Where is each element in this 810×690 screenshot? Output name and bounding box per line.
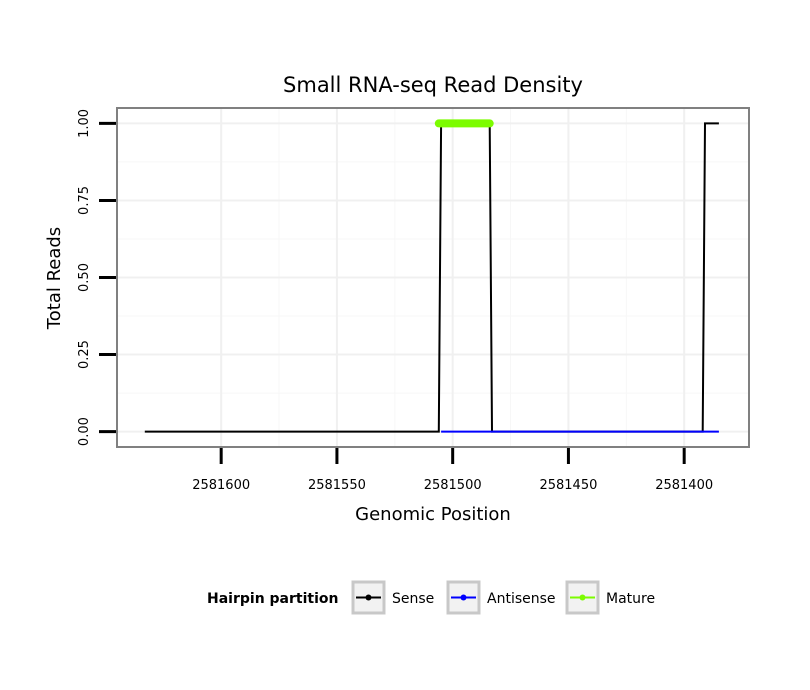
legend-label-sense: Sense — [392, 591, 434, 607]
x-axis-title: Genomic Position — [355, 504, 511, 525]
y-axis-title: Total Reads — [44, 227, 65, 330]
legend-label-mature: Mature — [606, 591, 655, 607]
y-tick-label: 1.00 — [77, 109, 92, 138]
chart-title: Small RNA-seq Read Density — [283, 73, 583, 97]
legend-point-antisense — [460, 594, 467, 601]
y-tick-label: 0.50 — [77, 263, 92, 292]
series-sense-line — [144, 122, 719, 433]
y-tick-label: 0.75 — [77, 186, 92, 215]
legend-label-antisense: Antisense — [487, 591, 556, 607]
x-axis-ticks: 2581600 2581550 2581500 2581450 2581400 — [192, 448, 713, 493]
series-layer — [144, 119, 719, 433]
y-tick-label: 0.00 — [77, 417, 92, 446]
legend-point-sense — [365, 594, 372, 601]
x-tick-label: 2581600 — [192, 478, 250, 493]
legend-title: Hairpin partition — [207, 591, 338, 607]
y-axis-ticks: 0.00 0.25 0.50 0.75 1.00 — [77, 109, 116, 446]
legend-point-mature — [579, 594, 586, 601]
x-tick-label: 2581550 — [308, 478, 366, 493]
legend-item-mature: Mature — [565, 580, 655, 615]
x-tick-label: 2581400 — [655, 478, 713, 493]
x-tick-label: 2581450 — [539, 478, 597, 493]
legend-item-antisense: Antisense — [446, 580, 556, 615]
legend: Hairpin partition Sense Antisense Mature — [207, 580, 655, 615]
legend-item-sense: Sense — [351, 580, 434, 615]
x-tick-label: 2581500 — [424, 478, 482, 493]
y-tick-label: 0.25 — [77, 340, 92, 369]
plot-border — [116, 107, 750, 448]
